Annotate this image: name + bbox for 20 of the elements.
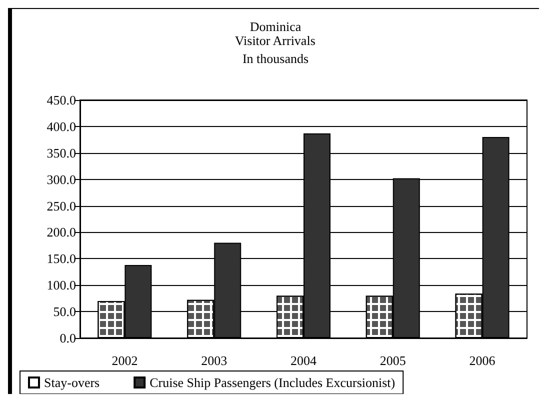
y-tick-label: 400.0 [46,118,76,134]
y-tick-label: 100.0 [46,278,76,293]
chart-subtitle: Visitor Arrivals [234,33,316,48]
legend-label: Stay-overs [44,375,100,390]
x-tick-label: 2002 [112,353,138,368]
y-tick-label: 250.0 [46,198,76,214]
y-tick-label: 200.0 [46,224,76,240]
x-tick-label: 2005 [380,353,406,368]
x-tick-label: 2003 [201,353,228,368]
y-tick-label: 350.0 [46,145,76,160]
text: In thousands [242,51,309,66]
y-tick-label: 50.0 [53,304,76,320]
y-tick-label: 450.0 [46,92,76,108]
y-tick-label: 0.0 [60,330,76,346]
x-tick-label: 2004 [290,353,317,368]
y-tick-label: 150.0 [46,251,76,266]
chart-title: Dominica [250,19,302,34]
y-tick-label: 300.0 [46,172,76,187]
legend-label: Cruise Ship Passengers (Includes Excursionist) [150,375,396,390]
x-tick-label: 2006 [469,353,496,368]
